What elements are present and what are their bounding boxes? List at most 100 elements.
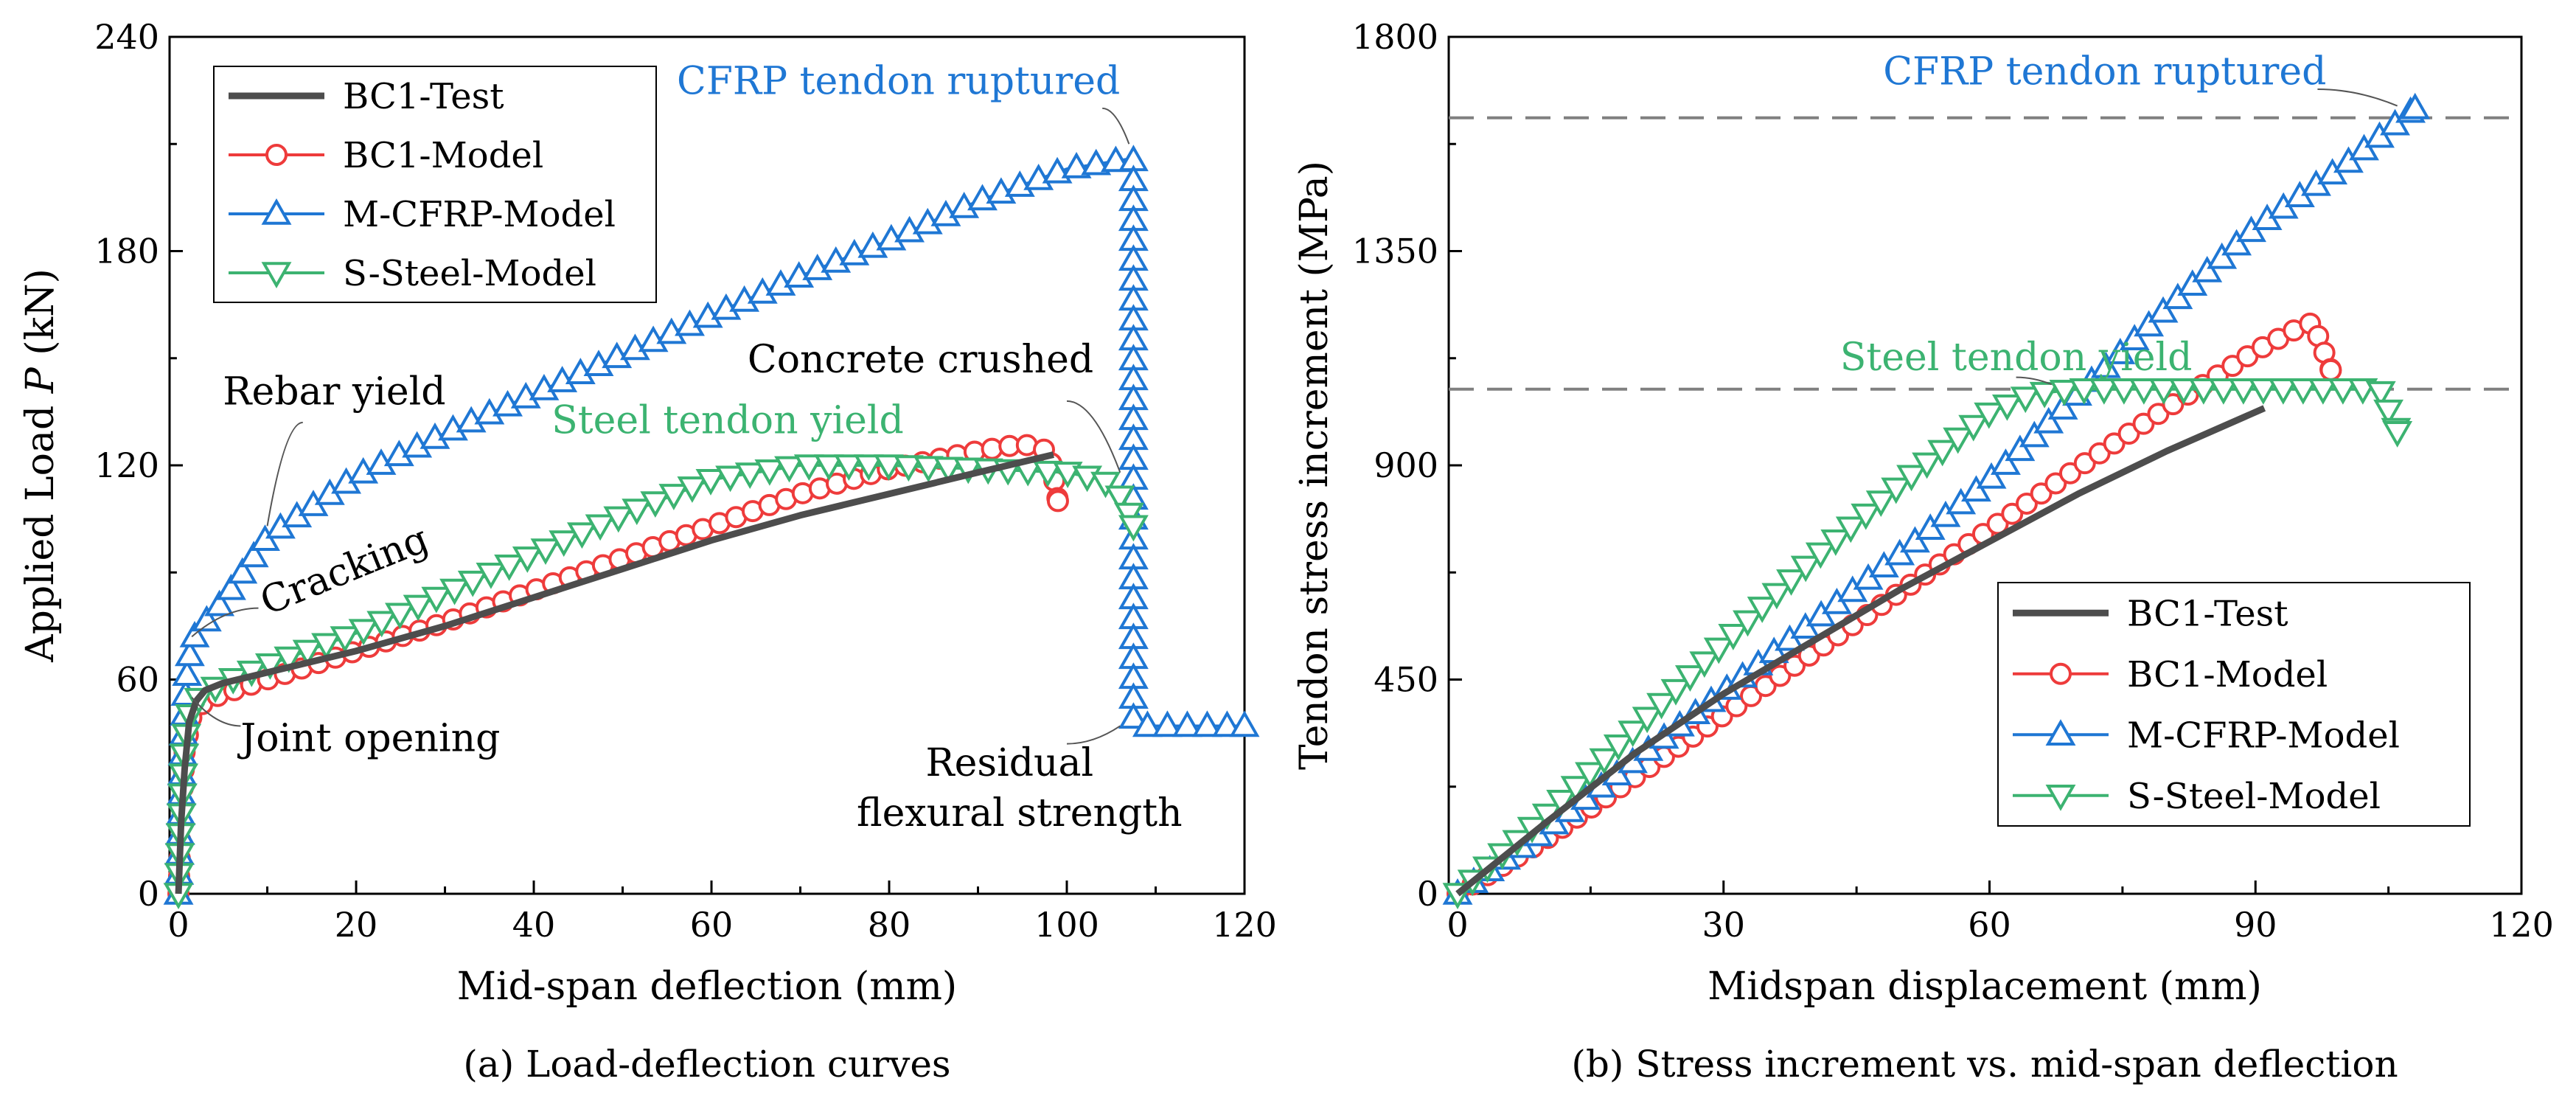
- y-tick-label-a-60: 60: [116, 660, 159, 700]
- marker-a-steel-27: [494, 555, 525, 581]
- marker-a-steel-29: [530, 538, 561, 566]
- marker-b-steel-31: [1896, 465, 1927, 492]
- marker-a-cfrp-65: [1081, 148, 1112, 176]
- x-tick-label-b-30: 30: [1702, 905, 1745, 945]
- legend-marker-a-bc1_model: [265, 144, 288, 166]
- marker-b-bc1_model-40: [2030, 482, 2053, 505]
- marker-a-steel-31: [566, 522, 597, 549]
- x-axis-label-a: Mid-span deflection (mm): [457, 965, 957, 1009]
- marker-a-steel-16: [292, 639, 323, 667]
- marker-a-steel-61: [1118, 515, 1149, 542]
- marker-b-steel-11: [1603, 734, 1634, 761]
- caption-b: (b) Stress increment vs. mid-span deflec…: [1571, 1043, 2398, 1086]
- marker-a-steel-19: [348, 619, 379, 646]
- marker-b-steel-15: [1660, 678, 1691, 706]
- y-tick-label-b-450: 450: [1374, 660, 1438, 700]
- marker-b-steel-46: [2168, 378, 2199, 405]
- marker-a-cfrp-16: [215, 573, 246, 600]
- marker-b-steel-40: [2049, 379, 2080, 406]
- marker-b-steel-18: [1703, 637, 1734, 664]
- marker-b-steel-53: [2308, 378, 2339, 405]
- marker-b-cfrp-48: [2177, 269, 2208, 296]
- marker-b-steel-44: [2128, 378, 2159, 405]
- marker-a-steel-55: [1032, 460, 1063, 487]
- annotation-leader-a-4: [191, 607, 259, 638]
- marker-a-steel-50: [933, 456, 964, 484]
- marker-b-bc1_model-47: [2132, 412, 2155, 435]
- marker-a-steel-17: [311, 633, 342, 660]
- x-tick-label-a-80: 80: [868, 905, 911, 945]
- marker-a-steel-39: [715, 465, 746, 493]
- marker-b-bc1_model-23: [1783, 654, 1806, 677]
- annotation-a-3: Rebar yield: [223, 370, 445, 414]
- marker-b-bc1_model-45: [2103, 432, 2126, 455]
- marker-a-cfrp-98: [1172, 710, 1202, 737]
- marker-b-steel-16: [1674, 665, 1705, 692]
- series-markers-a-cfrp: [163, 145, 1260, 905]
- caption-a: (a) Load-deflection curves: [463, 1043, 950, 1086]
- marker-a-steel-45: [833, 454, 864, 482]
- legend-label-b-cfrp: M-CFRP-Model: [2127, 715, 2400, 756]
- x-tick-label-a-0: 0: [167, 905, 189, 945]
- legend-label-a-test: BC1-Test: [343, 76, 504, 117]
- marker-a-steel-38: [695, 469, 726, 496]
- legend-label-a-steel: S-Steel-Model: [343, 253, 596, 294]
- marker-b-steel-10: [1589, 748, 1620, 775]
- y-axis-label-a-suffix: (kN): [18, 268, 63, 367]
- legend-marker-b-bc1_model: [2050, 662, 2072, 685]
- marker-b-steel-52: [2288, 378, 2319, 405]
- y-axis-label-a-var: P: [18, 367, 63, 394]
- x-tick-label-b-0: 0: [1447, 905, 1468, 945]
- marker-a-bc1_model-65: [1046, 490, 1069, 513]
- annotation-leader-b-1: [2016, 376, 2053, 386]
- marker-b-cfrp-36: [2005, 434, 2036, 462]
- marker-a-steel-49: [913, 456, 944, 483]
- marker-a-cfrp-64: [1061, 152, 1092, 178]
- marker-b-steel-14: [1646, 692, 1677, 720]
- y-tick-label-a-120: 120: [94, 445, 159, 485]
- marker-a-steel-43: [793, 454, 824, 482]
- marker-a-steel-24: [439, 578, 470, 605]
- y-axis-label-a-prefix: Applied Load: [18, 393, 63, 663]
- ticks-a: 0 20 40 60 80 100 120 0 60 120 180 240: [94, 17, 1277, 945]
- x-tick-label-a-40: 40: [512, 905, 556, 945]
- marker-a-steel-26: [476, 562, 507, 589]
- annotation-a-0: CFRP tendon ruptured: [677, 59, 1120, 103]
- legend-marker-a-steel: [261, 262, 292, 289]
- marker-b-cfrp-39: [2047, 393, 2078, 420]
- y-tick-label-b-1800: 1800: [1352, 17, 1438, 57]
- marker-a-cfrp-99: [1191, 710, 1222, 737]
- marker-b-steel-25: [1805, 542, 1836, 569]
- legend-label-a-bc1_model: BC1-Model: [343, 135, 543, 176]
- marker-b-steel-41: [2069, 378, 2100, 405]
- plot-area-b: [1442, 92, 2431, 910]
- marker-b-cfrp-51: [2221, 229, 2252, 256]
- annotation-leader-a-6: [1067, 725, 1121, 745]
- marker-b-steel-30: [1881, 477, 1912, 504]
- marker-a-steel-44: [813, 454, 844, 482]
- marker-b-steel-48: [2208, 378, 2239, 405]
- marker-a-cfrp-15: [204, 589, 235, 617]
- marker-b-steel-35: [1958, 414, 1989, 442]
- marker-b-bc1_model-46: [2117, 423, 2140, 445]
- marker-a-cfrp-96: [1132, 710, 1163, 737]
- marker-b-steel-20: [1733, 610, 1763, 637]
- y-tick-label-a-240: 240: [94, 17, 159, 57]
- series-line-b-test: [1455, 405, 2266, 897]
- annotation-a-7: flexural strength: [857, 791, 1183, 836]
- legend-b: BC1-Test BC1-Model M-CFRP-Model S-Steel-Mod…: [1997, 582, 2471, 827]
- marker-a-steel-33: [603, 506, 634, 533]
- ticks-b: 0 30 60 90 120 0 450 900 1350 1800: [1352, 17, 2554, 945]
- marker-a-steel-25: [457, 570, 488, 597]
- marker-a-cfrp-14: [191, 605, 222, 632]
- legend-label-b-bc1_model: BC1-Model: [2127, 654, 2328, 695]
- marker-b-steel-47: [2188, 378, 2219, 405]
- marker-a-cfrp-95: [1118, 702, 1149, 729]
- legend-label-a-cfrp: M-CFRP-Model: [343, 194, 616, 235]
- marker-b-cfrp-47: [2162, 282, 2193, 310]
- marker-b-steel-34: [1943, 427, 1974, 454]
- marker-b-cfrp-35: [1991, 448, 2021, 475]
- annotation-a-6: Residual: [926, 741, 1094, 785]
- marker-b-steel-23: [1776, 569, 1806, 596]
